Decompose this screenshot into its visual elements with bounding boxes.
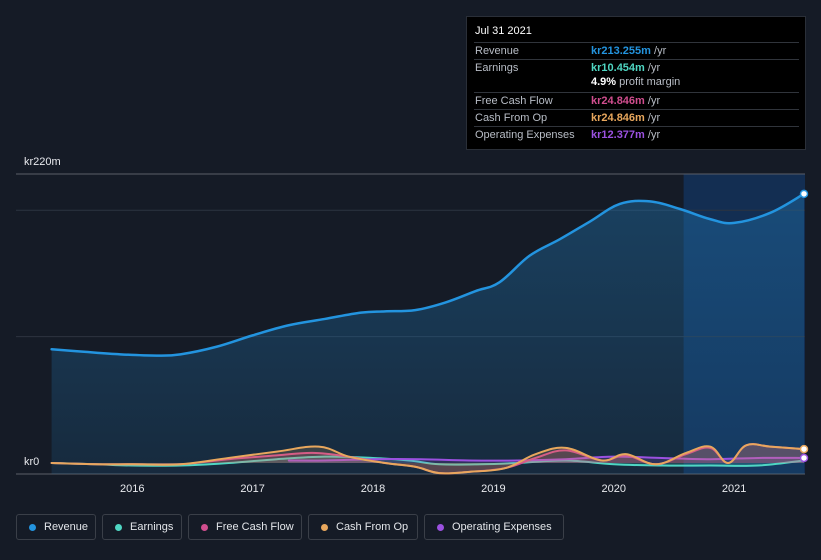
tooltip-profit-margin: 4.9% profit margin [591, 76, 681, 88]
tooltip-value: kr213.255m /yr [591, 45, 667, 57]
legend-item-free-cash-flow[interactable]: Free Cash Flow [188, 514, 302, 540]
legend-item-operating-expenses[interactable]: Operating Expenses [424, 514, 564, 540]
tooltip-value: kr12.377m /yr [591, 129, 661, 141]
tooltip-value: kr24.846m /yr [591, 95, 661, 107]
free-cash-flow-dot-icon [201, 524, 208, 531]
x-tick-label: 2020 [602, 483, 626, 495]
revenue-area [51, 193, 805, 474]
revenue-dot-icon [29, 524, 36, 531]
legend-label: Revenue [44, 521, 89, 533]
tooltip-label: Free Cash Flow [475, 95, 553, 107]
tooltip-row-earnings: Earnings kr10.454m /yr [474, 59, 799, 76]
revenue-end-marker [799, 189, 809, 199]
tooltip-label: Cash From Op [475, 112, 548, 124]
tooltip-label: Earnings [475, 62, 519, 74]
x-tick-label: 2018 [361, 483, 385, 495]
tooltip-row-cash-from-op: Cash From Op kr24.846m /yr [474, 109, 799, 126]
cash-from-op-area [51, 444, 805, 474]
cash-from-op-line [50, 443, 805, 475]
legend-item-cash-from-op[interactable]: Cash From Op [308, 514, 418, 540]
tooltip-row-operating-expenses: Operating Expenses kr12.377m /yr [474, 126, 799, 143]
tooltip-label: Operating Expenses [475, 129, 575, 141]
revenue-line [50, 192, 806, 357]
earnings-line [50, 455, 805, 467]
legend-item-revenue[interactable]: Revenue [16, 514, 96, 540]
cash-from-op-end-marker [799, 444, 809, 454]
y-axis-bottom-label: kr0 [24, 456, 40, 468]
x-tick-label: 2019 [481, 483, 505, 495]
legend-label: Cash From Op [336, 521, 409, 533]
earnings-dot-icon [115, 524, 122, 531]
tooltip-value: kr10.454m /yr [591, 62, 661, 74]
free-cash-flow-area [51, 444, 805, 474]
tooltip-value: kr24.846m /yr [591, 112, 661, 124]
cash-from-op-dot-icon [321, 524, 328, 531]
x-tick-label: 2016 [120, 483, 144, 495]
tooltip-date: Jul 31 2021 [475, 25, 532, 37]
legend-label: Free Cash Flow [216, 521, 294, 533]
operating-expenses-dot-icon [437, 524, 444, 531]
legend-item-earnings[interactable]: Earnings [102, 514, 182, 540]
tooltip-label: Revenue [475, 45, 520, 57]
x-tick-label: 2021 [722, 483, 746, 495]
x-tick-label: 2017 [240, 483, 264, 495]
tooltip-row-free-cash-flow: Free Cash Flow kr24.846m /yr [474, 92, 799, 109]
operating-expenses-area [288, 456, 804, 463]
y-axis-top-label: kr220m [24, 156, 61, 168]
legend-label: Earnings [130, 521, 174, 533]
operating-expenses-end-marker [799, 453, 809, 463]
legend-label: Operating Expenses [452, 521, 552, 533]
data-tooltip: Jul 31 2021 Revenue kr213.255m /yr Earni… [466, 16, 806, 150]
tooltip-row-revenue: Revenue kr213.255m /yr [474, 42, 799, 59]
